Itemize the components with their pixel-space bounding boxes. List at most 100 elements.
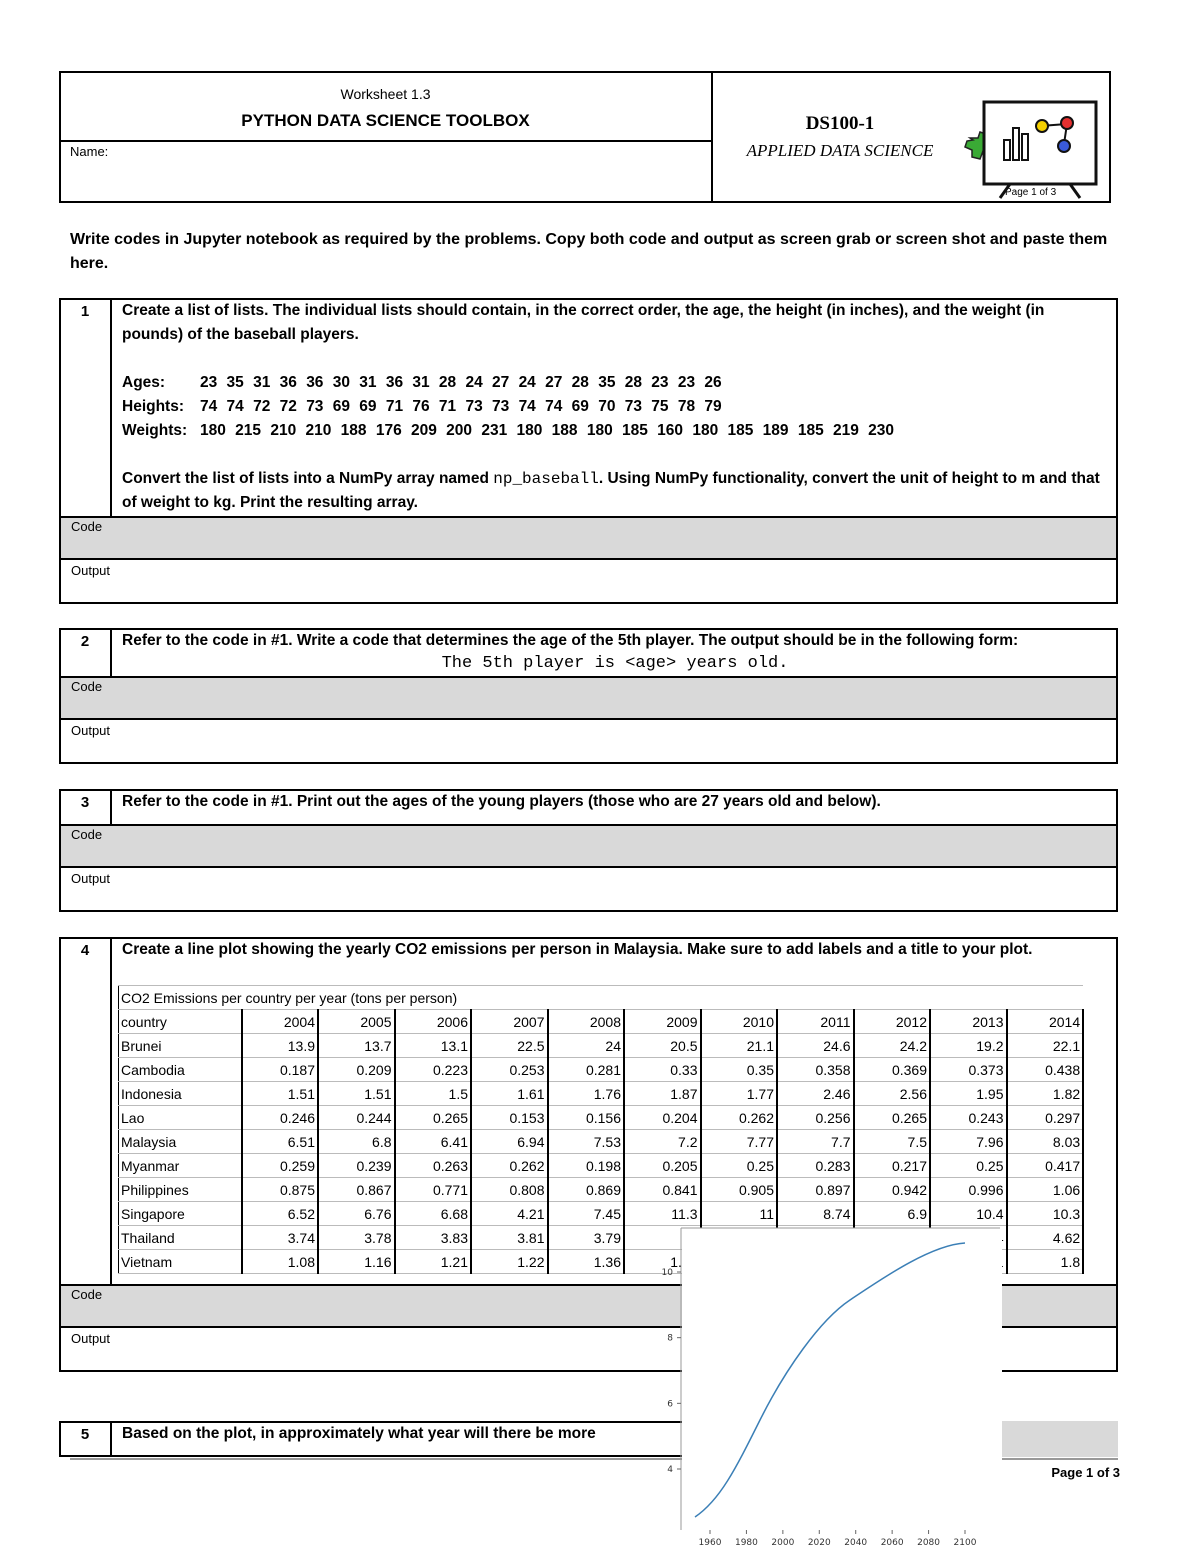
table-cell: 7.5: [853, 1129, 931, 1154]
table-cell: 0.996: [930, 1177, 1008, 1202]
data-values: 180 215 210 210 188 176 209 200 231 180 …: [200, 422, 895, 439]
table-cell: 0.358: [777, 1057, 855, 1082]
header-cell: 2013: [930, 1009, 1008, 1034]
header-box: [59, 71, 1111, 203]
table-cell: 0.262: [471, 1153, 549, 1178]
worksheet-label: Worksheet 1.3: [340, 86, 431, 102]
table-cell: 22.5: [471, 1033, 549, 1058]
table-cell: 10.3: [1006, 1201, 1085, 1226]
header-cell: 2011: [777, 1009, 855, 1034]
header-cell: 2010: [700, 1009, 778, 1034]
logo-caption: Page 1 of 3: [1005, 187, 1057, 198]
table-cell: 0.897: [777, 1177, 855, 1202]
table-cell: 6.8: [318, 1129, 396, 1154]
task-part: Convert the list of lists into a NumPy a…: [122, 470, 494, 487]
table-cell: 0.156: [547, 1105, 625, 1130]
table-cell: 6.68: [394, 1201, 472, 1226]
table-cell: Malaysia: [118, 1129, 243, 1154]
table-caption: CO2 Emissions per country per year (tons…: [118, 985, 1084, 1010]
table-cell: Myanmar: [118, 1153, 243, 1178]
table-cell: 7.7: [777, 1129, 855, 1154]
data-label: Heights:: [122, 398, 184, 415]
table-row: Philippines 0.875 0.867 0.771 0.808 0.869 0.84…: [118, 1177, 1085, 1202]
table-cell: 21.1: [700, 1033, 778, 1058]
header-cell: 2008: [547, 1009, 625, 1034]
table-cell: 22.1: [1006, 1033, 1085, 1058]
table-cell: 0.33: [624, 1057, 702, 1082]
code-row: [59, 1284, 1118, 1328]
table-cell: 4.4: [930, 1225, 1008, 1250]
code-label: Code: [71, 519, 103, 534]
table-cell: 3.78: [318, 1225, 396, 1250]
problem-text: Refer to the code in #1. Print out the a…: [122, 793, 881, 810]
output-label: Output: [71, 1331, 111, 1346]
number-divider: [110, 1421, 112, 1457]
table-cell: 3.74: [241, 1225, 319, 1250]
table-cell: 0.217: [853, 1153, 931, 1178]
table-cell: 7.45: [547, 1201, 625, 1226]
table-cell: 3.79: [547, 1225, 625, 1250]
table-cell: 0.841: [624, 1177, 702, 1202]
table-cell: Indonesia: [118, 1081, 243, 1106]
x-tick-label: 2020: [808, 1538, 831, 1548]
table-cell: 1.08: [241, 1249, 319, 1274]
instructions: Write codes in Jupyter notebook as requi…: [70, 231, 1108, 272]
header-cell: 2007: [471, 1009, 549, 1034]
x-tick-label: 2080: [917, 1538, 940, 1548]
problem-number: 2: [80, 633, 90, 650]
table-cell: 6.76: [318, 1201, 396, 1226]
table-cell: 20.5: [624, 1033, 702, 1058]
number-divider: [110, 628, 112, 676]
output-label: Output: [71, 723, 111, 738]
table-cell: 19.2: [930, 1033, 1008, 1058]
footer-rule: [70, 1458, 1118, 1460]
table-cell: 0.875: [241, 1177, 319, 1202]
problem-number: 3: [80, 794, 90, 811]
table-cell: 0.239: [318, 1153, 396, 1178]
table-cell: 0.205: [624, 1153, 702, 1178]
output-row: [59, 866, 1118, 912]
code-label: Code: [71, 1287, 103, 1302]
table-row: Vietnam 1.08 1.16 1.21 1.22 1.36 1.47 1.61 1.7 1.…: [118, 1249, 1085, 1274]
caption-row: CO2 Emissions per country per year (tons…: [118, 985, 1084, 1010]
problem-text: Create a line plot showing the yearly CO…: [122, 941, 1033, 958]
table-cell: 2.46: [777, 1081, 855, 1106]
problem-box: [59, 937, 1118, 1372]
problem-box: [59, 298, 1118, 604]
table-cell: 0.243: [930, 1105, 1008, 1130]
table-cell: 1.57: [853, 1249, 931, 1274]
logo: [964, 100, 1098, 199]
table-cell: 13.9: [241, 1033, 319, 1058]
table-cell: 0.256: [777, 1105, 855, 1130]
table-cell: 0.244: [318, 1105, 396, 1130]
table-cell: 0.204: [624, 1105, 702, 1130]
table-cell: 2.56: [853, 1081, 931, 1106]
data-values: 23 35 31 36 36 30 31 36 31 28 24 27 24 2…: [200, 374, 722, 391]
table-cell: Vietnam: [118, 1249, 243, 1274]
header-cell: 2014: [1006, 1009, 1085, 1034]
table-cell: Cambodia: [118, 1057, 243, 1082]
table-cell: 0.187: [241, 1057, 319, 1082]
table-row: Brunei 13.9 13.7 13.1 22.5 24 20.5 21.1 24.6 24.2…: [118, 1033, 1085, 1058]
table-cell: 4.21: [471, 1201, 549, 1226]
y-tick-label: 6: [667, 1399, 673, 1409]
table-cell: 7.77: [700, 1129, 778, 1154]
table-cell: 4.12: [777, 1225, 855, 1250]
table-cell: 1.61: [471, 1081, 549, 1106]
task-text: Convert the list of lists into a NumPy a…: [122, 467, 1107, 515]
table-cell: 0.438: [1006, 1057, 1085, 1082]
number-divider: [110, 937, 112, 1284]
code-label: Code: [71, 827, 103, 842]
x-tick-label: 2040: [844, 1538, 867, 1548]
number-divider: [110, 298, 112, 516]
output-label: Output: [71, 563, 111, 578]
footer-page: Page 1 of 3: [1051, 1465, 1120, 1480]
x-tick-label: 1960: [699, 1538, 722, 1548]
problem-text: Create a list of lists. The individual l…: [122, 302, 1045, 343]
header-cell: 2006: [394, 1009, 472, 1034]
data-line: Heights: 74 74 72 72 73 69 69 71 76 71 73…: [122, 395, 722, 419]
table-cell: 4: [624, 1225, 702, 1250]
table-row: Indonesia 1.51 1.51 1.5 1.61 1.76 1.87 1.77 2.46…: [118, 1081, 1085, 1106]
table-cell: 0.297: [1006, 1105, 1085, 1130]
